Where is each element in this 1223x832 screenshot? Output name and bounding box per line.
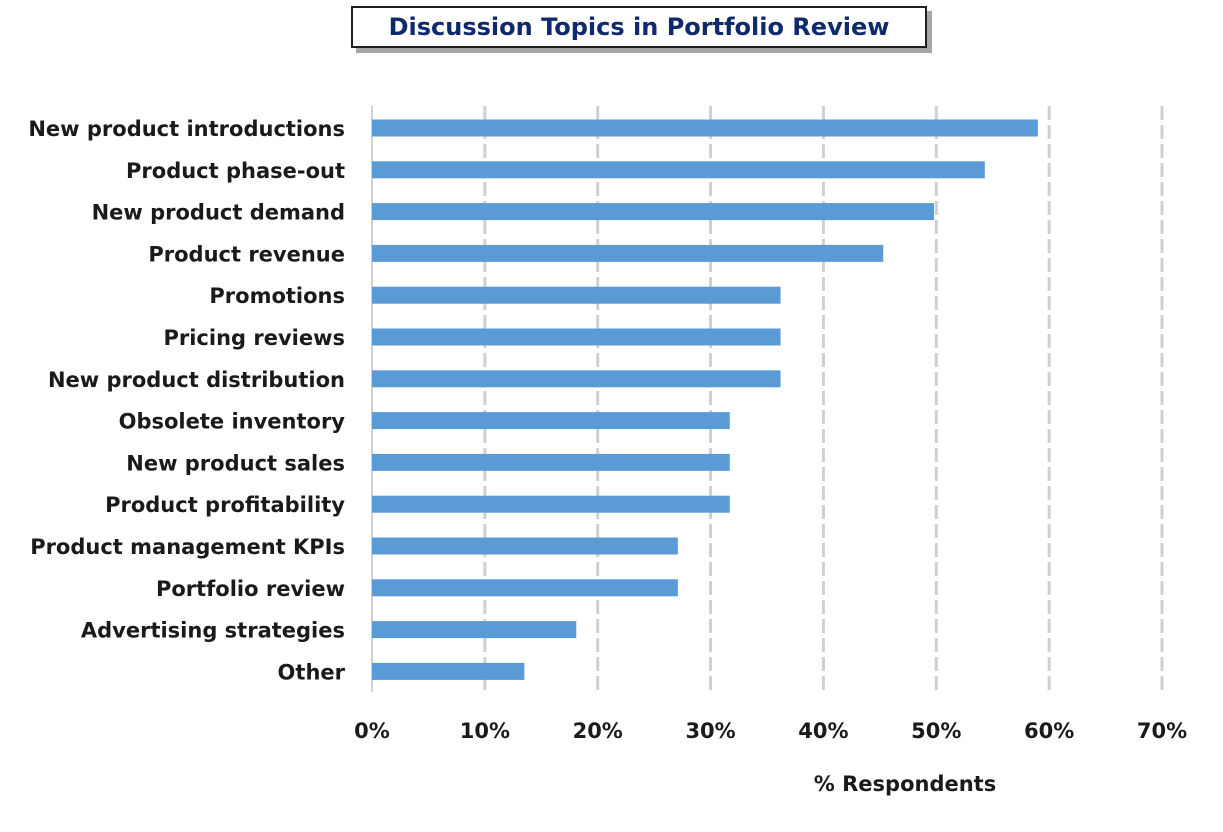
chart-title-box: Discussion Topics in Portfolio Review (351, 6, 927, 48)
x-axis-title: % Respondents (814, 772, 996, 796)
category-label: New product demand (92, 201, 345, 225)
category-label: Advertising strategies (81, 619, 345, 643)
category-label: Portfolio review (156, 577, 345, 601)
category-label: Product revenue (148, 242, 345, 266)
x-tick-label: 0% (354, 719, 390, 743)
bar (372, 621, 577, 639)
chart-title: Discussion Topics in Portfolio Review (388, 13, 890, 41)
category-label: New product sales (126, 451, 345, 475)
x-tick-label: 40% (798, 719, 848, 743)
bar (372, 412, 730, 430)
bar (372, 662, 525, 680)
x-tick-label: 20% (573, 719, 623, 743)
bar (372, 286, 781, 304)
bar (372, 119, 1038, 137)
category-label: Promotions (209, 284, 345, 308)
category-label: New product distribution (48, 368, 345, 392)
category-label: Product phase-out (126, 159, 345, 183)
bar (372, 495, 730, 513)
category-label: Product profitability (105, 493, 345, 517)
bar (372, 453, 730, 471)
category-label: Obsolete inventory (119, 410, 346, 434)
category-label: Other (278, 660, 346, 684)
x-tick-label: 10% (460, 719, 510, 743)
category-label-layer: New product introductions Product phase-o… (28, 117, 345, 684)
x-tick-label: 50% (911, 719, 961, 743)
grid-layer (371, 106, 1164, 692)
x-tick-label: 60% (1024, 719, 1074, 743)
bar (372, 244, 884, 262)
bar (372, 537, 678, 555)
category-label: New product introductions (28, 117, 345, 141)
bar (372, 203, 935, 221)
bar (372, 370, 781, 388)
category-label: Product management KPIs (30, 535, 345, 559)
bar (372, 579, 678, 597)
x-tick-label: 70% (1137, 719, 1187, 743)
category-label: Pricing reviews (163, 326, 345, 350)
x-tick-label: 30% (685, 719, 735, 743)
tick-label-layer: 0% 10% 20% 30% 40% 50% 60% 70% (354, 719, 1187, 743)
bar (372, 161, 985, 179)
bar-layer (372, 119, 1038, 680)
bar (372, 328, 781, 346)
